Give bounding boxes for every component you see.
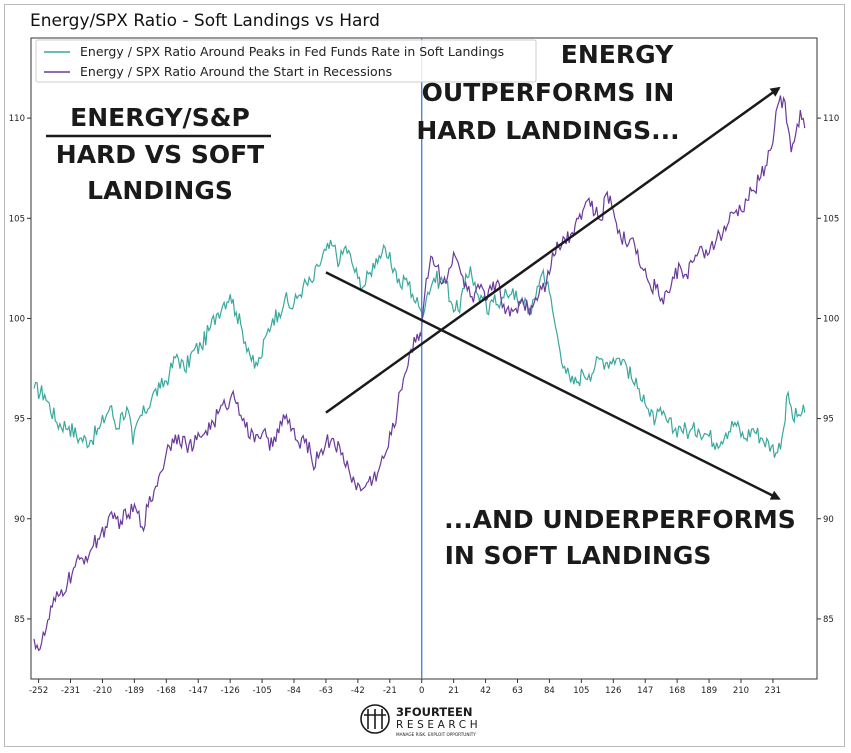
y-ticks-left: 85 90 95 100 105 110: [9, 114, 31, 625]
arrow-layer: [325, 86, 781, 500]
legend-hard-label: Energy / SPX Ratio Around the Start in R…: [80, 64, 392, 79]
x-tick-label: 21: [448, 686, 459, 696]
x-tick-label: 231: [765, 686, 781, 696]
annotation-bottom-line2: IN SOFT LANDINGS: [445, 541, 712, 570]
logo-name: 3FOURTEEN: [396, 705, 473, 719]
y-tick-label-right: 85: [823, 615, 834, 625]
annotation-top-line1: ENERGY: [561, 40, 674, 69]
plot-area: [30, 37, 818, 680]
y-tick-label-right: 105: [823, 214, 839, 224]
annotation-left-line3: LANDINGS: [87, 176, 233, 205]
logo: 3FOURTEEN RESEARCH MANAGE RISK. EXPLOIT …: [360, 704, 481, 737]
series-soft-landings-line: [33, 239, 806, 458]
x-tick-label: -63: [319, 686, 333, 696]
x-tick-label: -231: [61, 686, 80, 696]
annotation-top-line3: HARD LANDINGS...: [416, 116, 679, 145]
x-tick-label: -147: [189, 686, 208, 696]
x-tick-label: 126: [605, 686, 621, 696]
x-tick-label: -126: [221, 686, 240, 696]
x-tick-label: -252: [29, 686, 48, 696]
x-tick-label: 0: [419, 686, 424, 696]
x-tick-label: -84: [287, 686, 301, 696]
y-tick-label-left: 100: [9, 314, 25, 324]
legend: Energy / SPX Ratio Around Peaks in Fed F…: [35, 39, 537, 83]
logo-emblem: [360, 704, 390, 734]
x-tick-label: 210: [733, 686, 749, 696]
y-ticks-right: 85 90 95 100 105 110: [817, 114, 839, 625]
x-tick-label: -42: [351, 686, 365, 696]
x-tick-label: -168: [157, 686, 176, 696]
annotation-left-line1: ENERGY/S&P: [70, 103, 250, 132]
x-tick-label: 147: [637, 686, 653, 696]
x-tick-label: -189: [125, 686, 144, 696]
logo-sub: RESEARCH: [396, 719, 481, 731]
x-tick-label: 84: [544, 686, 555, 696]
y-tick-label-left: 110: [9, 114, 25, 124]
y-tick-label-right: 95: [823, 415, 834, 425]
y-tick-label-right: 110: [823, 114, 839, 124]
annotation-bottom-line1: ...AND UNDERPERFORMS: [444, 505, 796, 534]
x-ticks: -252 -231 -210 -189 -168 -147 -126 -105 -84 -63 -4…: [29, 679, 781, 696]
arrow-underperform: [325, 271, 781, 500]
logo-tagline: MANAGE RISK. EXPLOIT OPPORTUNITY: [396, 732, 476, 737]
y-tick-label-right: 100: [823, 314, 839, 324]
x-tick-label: 105: [573, 686, 589, 696]
x-tick-label: 42: [480, 686, 491, 696]
y-tick-label-right: 90: [823, 515, 834, 525]
arrow-outperform: [325, 86, 781, 414]
x-tick-label: -210: [93, 686, 112, 696]
chart-title: Energy/SPX Ratio - Soft Landings vs Hard: [30, 11, 380, 31]
series-layer: [33, 95, 806, 652]
x-tick-label: 168: [669, 686, 685, 696]
series-recessions-line: [33, 95, 806, 652]
y-tick-label-left: 105: [9, 214, 25, 224]
legend-box: [35, 39, 537, 83]
x-tick-label: 189: [701, 686, 717, 696]
x-tick-label: -21: [383, 686, 397, 696]
annotation-left-line2: HARD VS SOFT: [56, 140, 264, 169]
annotation-top-line2: OUTPERFORMS IN: [422, 78, 675, 107]
y-tick-label-left: 95: [14, 415, 25, 425]
x-tick-label: -105: [252, 686, 271, 696]
y-tick-label-left: 85: [14, 615, 25, 625]
legend-soft-label: Energy / SPX Ratio Around Peaks in Fed F…: [80, 44, 504, 59]
chart-frame: [4, 4, 845, 747]
y-tick-label-left: 90: [14, 515, 25, 525]
x-tick-label: 63: [512, 686, 523, 696]
